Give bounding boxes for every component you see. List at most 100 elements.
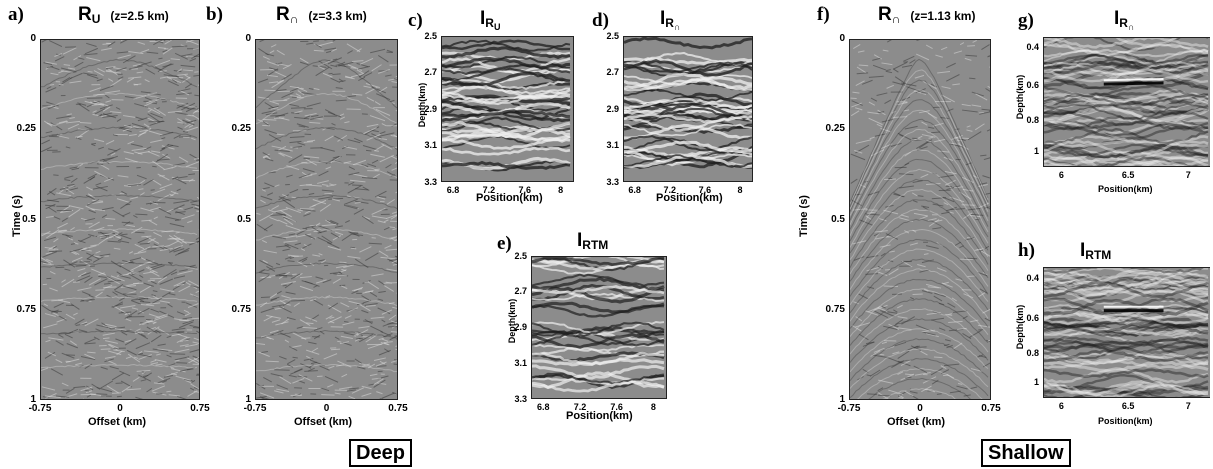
panel-g-ytick: 0.4 <box>1026 42 1039 52</box>
panel-e-xtick: 7.2 <box>573 402 587 412</box>
panel-e-xtick: 8 <box>650 402 656 412</box>
panel-e-xtick: 6.8 <box>536 402 550 412</box>
seismic-gather-f <box>849 39 991 400</box>
panel-e-ytick: 2.5 <box>514 250 527 261</box>
panel-d-xtick: 8 <box>737 185 743 195</box>
panel-d-ytick: 3.1 <box>606 140 619 151</box>
panel-c-xtick: 6.8 <box>446 185 460 195</box>
panel-d-ytick: 2.5 <box>606 30 619 41</box>
panel-c-label: c) <box>408 10 423 31</box>
panel-h-ytick: 0.6 <box>1026 312 1039 323</box>
panel-h-xtick: 6 <box>1058 401 1064 411</box>
panel-e-ylabel: Depth(km) <box>507 298 517 344</box>
panel-g-xlabel: Position(km) <box>1098 184 1153 194</box>
image-d <box>623 36 753 182</box>
panel-e-ytick: 2.7 <box>514 286 527 297</box>
panel-g-xtick: 6 <box>1058 170 1064 180</box>
panel-d-ytick: 2.9 <box>606 103 619 114</box>
image-c <box>441 36 574 182</box>
panel-f-xtick: -0.75 <box>837 403 861 414</box>
panel-c-xtick: 7.2 <box>482 185 496 195</box>
panel-c-title: IRU <box>480 8 501 32</box>
panel-a-ytick: 1 <box>30 394 36 405</box>
panel-a-xtick: -0.75 <box>28 403 52 414</box>
panel-e-xlabel: Position(km) <box>566 410 633 422</box>
group-label-shallow: Shallow <box>981 439 1071 467</box>
panel-d-xtick: 7.6 <box>698 185 712 195</box>
panel-c-xlabel: Position(km) <box>476 192 543 204</box>
panel-c-ytick: 2.9 <box>424 103 437 114</box>
panel-g-ytick: 0.6 <box>1026 79 1039 90</box>
panel-a-xlabel: Offset (km) <box>88 416 147 428</box>
panel-d-xtick: 6.8 <box>628 185 641 195</box>
panel-a-ytick: 0.25 <box>16 123 36 135</box>
seismic-gather-a <box>40 39 200 400</box>
seismic-gather-b <box>255 39 398 400</box>
panel-f-ylabel: Time (s) <box>798 195 810 237</box>
panel-b-ytick: 0 <box>245 33 251 44</box>
panel-a-xtick: 0.75 <box>190 403 210 414</box>
panel-h-ytick: 1 <box>1033 376 1039 387</box>
panel-d-ytick: 2.7 <box>606 67 619 78</box>
panel-a-ytick: 0.75 <box>16 303 36 315</box>
panel-c-ytick: 2.5 <box>424 30 437 41</box>
panel-a-xtick: 0 <box>117 403 123 414</box>
panel-c-xtick: 8 <box>558 185 564 195</box>
panel-f-xtick: 0.75 <box>981 403 1001 414</box>
panel-b-label: b) <box>206 4 223 25</box>
panel-f-xlabel: Offset (km) <box>887 416 946 428</box>
panel-g-ytick: 0.8 <box>1026 114 1039 125</box>
image-h <box>1043 267 1210 398</box>
panel-g-title: IR∩ <box>1114 8 1135 32</box>
panel-f-ytick: 0 <box>839 33 845 44</box>
panel-b-xtick: 0 <box>323 403 330 414</box>
panel-c-ytick: 3.1 <box>424 140 437 151</box>
panel-e-ytick: 3.3 <box>514 393 527 404</box>
panel-c-ytick: 2.7 <box>424 67 437 78</box>
image-g <box>1043 37 1210 167</box>
panel-e-xtick: 7.6 <box>610 402 623 412</box>
panel-d-label: d) <box>592 10 609 31</box>
panel-a-label: a) <box>8 4 24 25</box>
panel-f-title: R∩ (z=1.13 km) <box>878 4 976 26</box>
panel-e-ytick: 3.1 <box>514 357 527 368</box>
panel-f-ytick: 0.5 <box>831 213 845 225</box>
panel-c-ytick: 3.3 <box>424 176 437 187</box>
panel-b-ytick: 0.75 <box>231 303 251 315</box>
panel-a-ytick: 0 <box>30 33 36 44</box>
panel-e-ytick: 2.9 <box>514 322 527 333</box>
panel-h-xtick: 7 <box>1185 401 1191 411</box>
panel-d-ytick: 3.3 <box>606 176 619 187</box>
panel-f-xtick: 0 <box>917 403 923 414</box>
image-e <box>531 256 667 399</box>
panel-f-label: f) <box>817 4 830 25</box>
panel-f-ytick: 0.25 <box>825 123 845 135</box>
panel-e-label: e) <box>497 233 512 254</box>
group-label-deep: Deep <box>349 439 412 467</box>
panel-d-title: IR∩ <box>660 8 681 32</box>
panel-c-xtick: 7.6 <box>518 185 532 195</box>
panel-b-title: R∩ (z=3.3 km) <box>276 4 367 26</box>
panel-d-xlabel: Position(km) <box>656 192 723 204</box>
panel-f-ytick: 1 <box>839 394 845 405</box>
panel-d-xtick: 7.2 <box>663 185 677 195</box>
panel-a-ytick: 0.5 <box>22 213 36 225</box>
panel-b-ytick: 0.5 <box>237 213 251 225</box>
panel-b-ytick: 1 <box>245 394 251 405</box>
panel-h-title: IRTM <box>1080 240 1112 262</box>
panel-h-xtick: 6.5 <box>1121 401 1135 411</box>
panel-h-ytick: 0.4 <box>1026 273 1039 284</box>
panel-b-ytick: 0.25 <box>231 123 251 135</box>
panel-f-ytick: 0.75 <box>825 303 845 315</box>
panel-b-xtick: 0.75 <box>388 403 408 414</box>
panel-g-label: g) <box>1018 10 1034 31</box>
panel-a-title: RU (z=2.5 km) <box>78 4 169 26</box>
panel-g-xtick: 7 <box>1185 170 1191 180</box>
panel-e-title: IRTM <box>577 230 609 252</box>
panel-g-ytick: 1 <box>1033 146 1039 156</box>
panel-h-xlabel: Position(km) <box>1098 416 1153 426</box>
panel-h-ytick: 0.8 <box>1026 348 1039 359</box>
panel-h-label: h) <box>1018 240 1035 261</box>
panel-g-xtick: 6.5 <box>1121 170 1135 180</box>
panel-b-xlabel: Offset (km) <box>294 416 353 428</box>
